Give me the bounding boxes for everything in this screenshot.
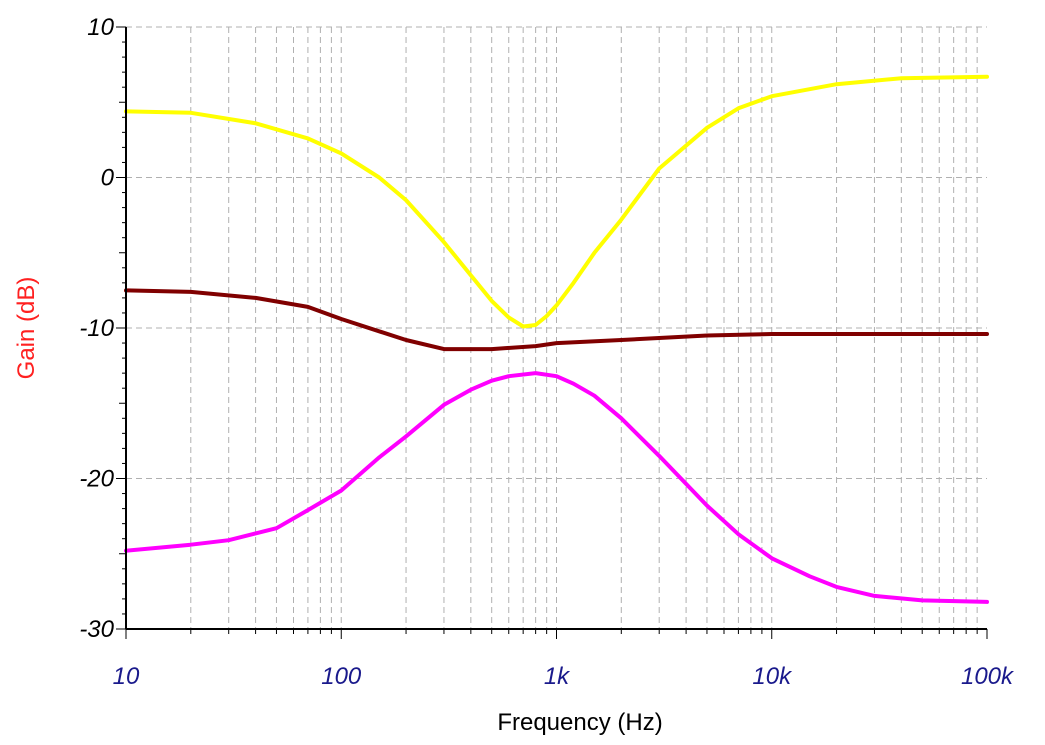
x-tick-label: 100 bbox=[321, 663, 362, 690]
y-axis-label: Gain (dB) bbox=[13, 277, 40, 380]
y-tick-label: -20 bbox=[79, 466, 114, 493]
y-tick-label: -10 bbox=[79, 315, 114, 342]
x-tick-label: 1k bbox=[544, 663, 571, 690]
y-tick-label: 0 bbox=[101, 165, 115, 192]
axes bbox=[116, 26, 988, 639]
series-line-2 bbox=[124, 288, 989, 352]
y-tick-label: -30 bbox=[79, 616, 114, 643]
series-lines bbox=[124, 74, 989, 604]
grid-lines bbox=[126, 26, 987, 629]
series-line-1 bbox=[124, 74, 989, 329]
series-line-3 bbox=[124, 371, 989, 604]
x-tick-label: 100k bbox=[961, 663, 1015, 690]
x-tick-label: 10 bbox=[113, 663, 140, 690]
x-axis-label: Frequency (Hz) bbox=[497, 709, 662, 736]
x-tick-label: 10k bbox=[752, 663, 793, 690]
y-tick-label: 10 bbox=[87, 14, 114, 41]
